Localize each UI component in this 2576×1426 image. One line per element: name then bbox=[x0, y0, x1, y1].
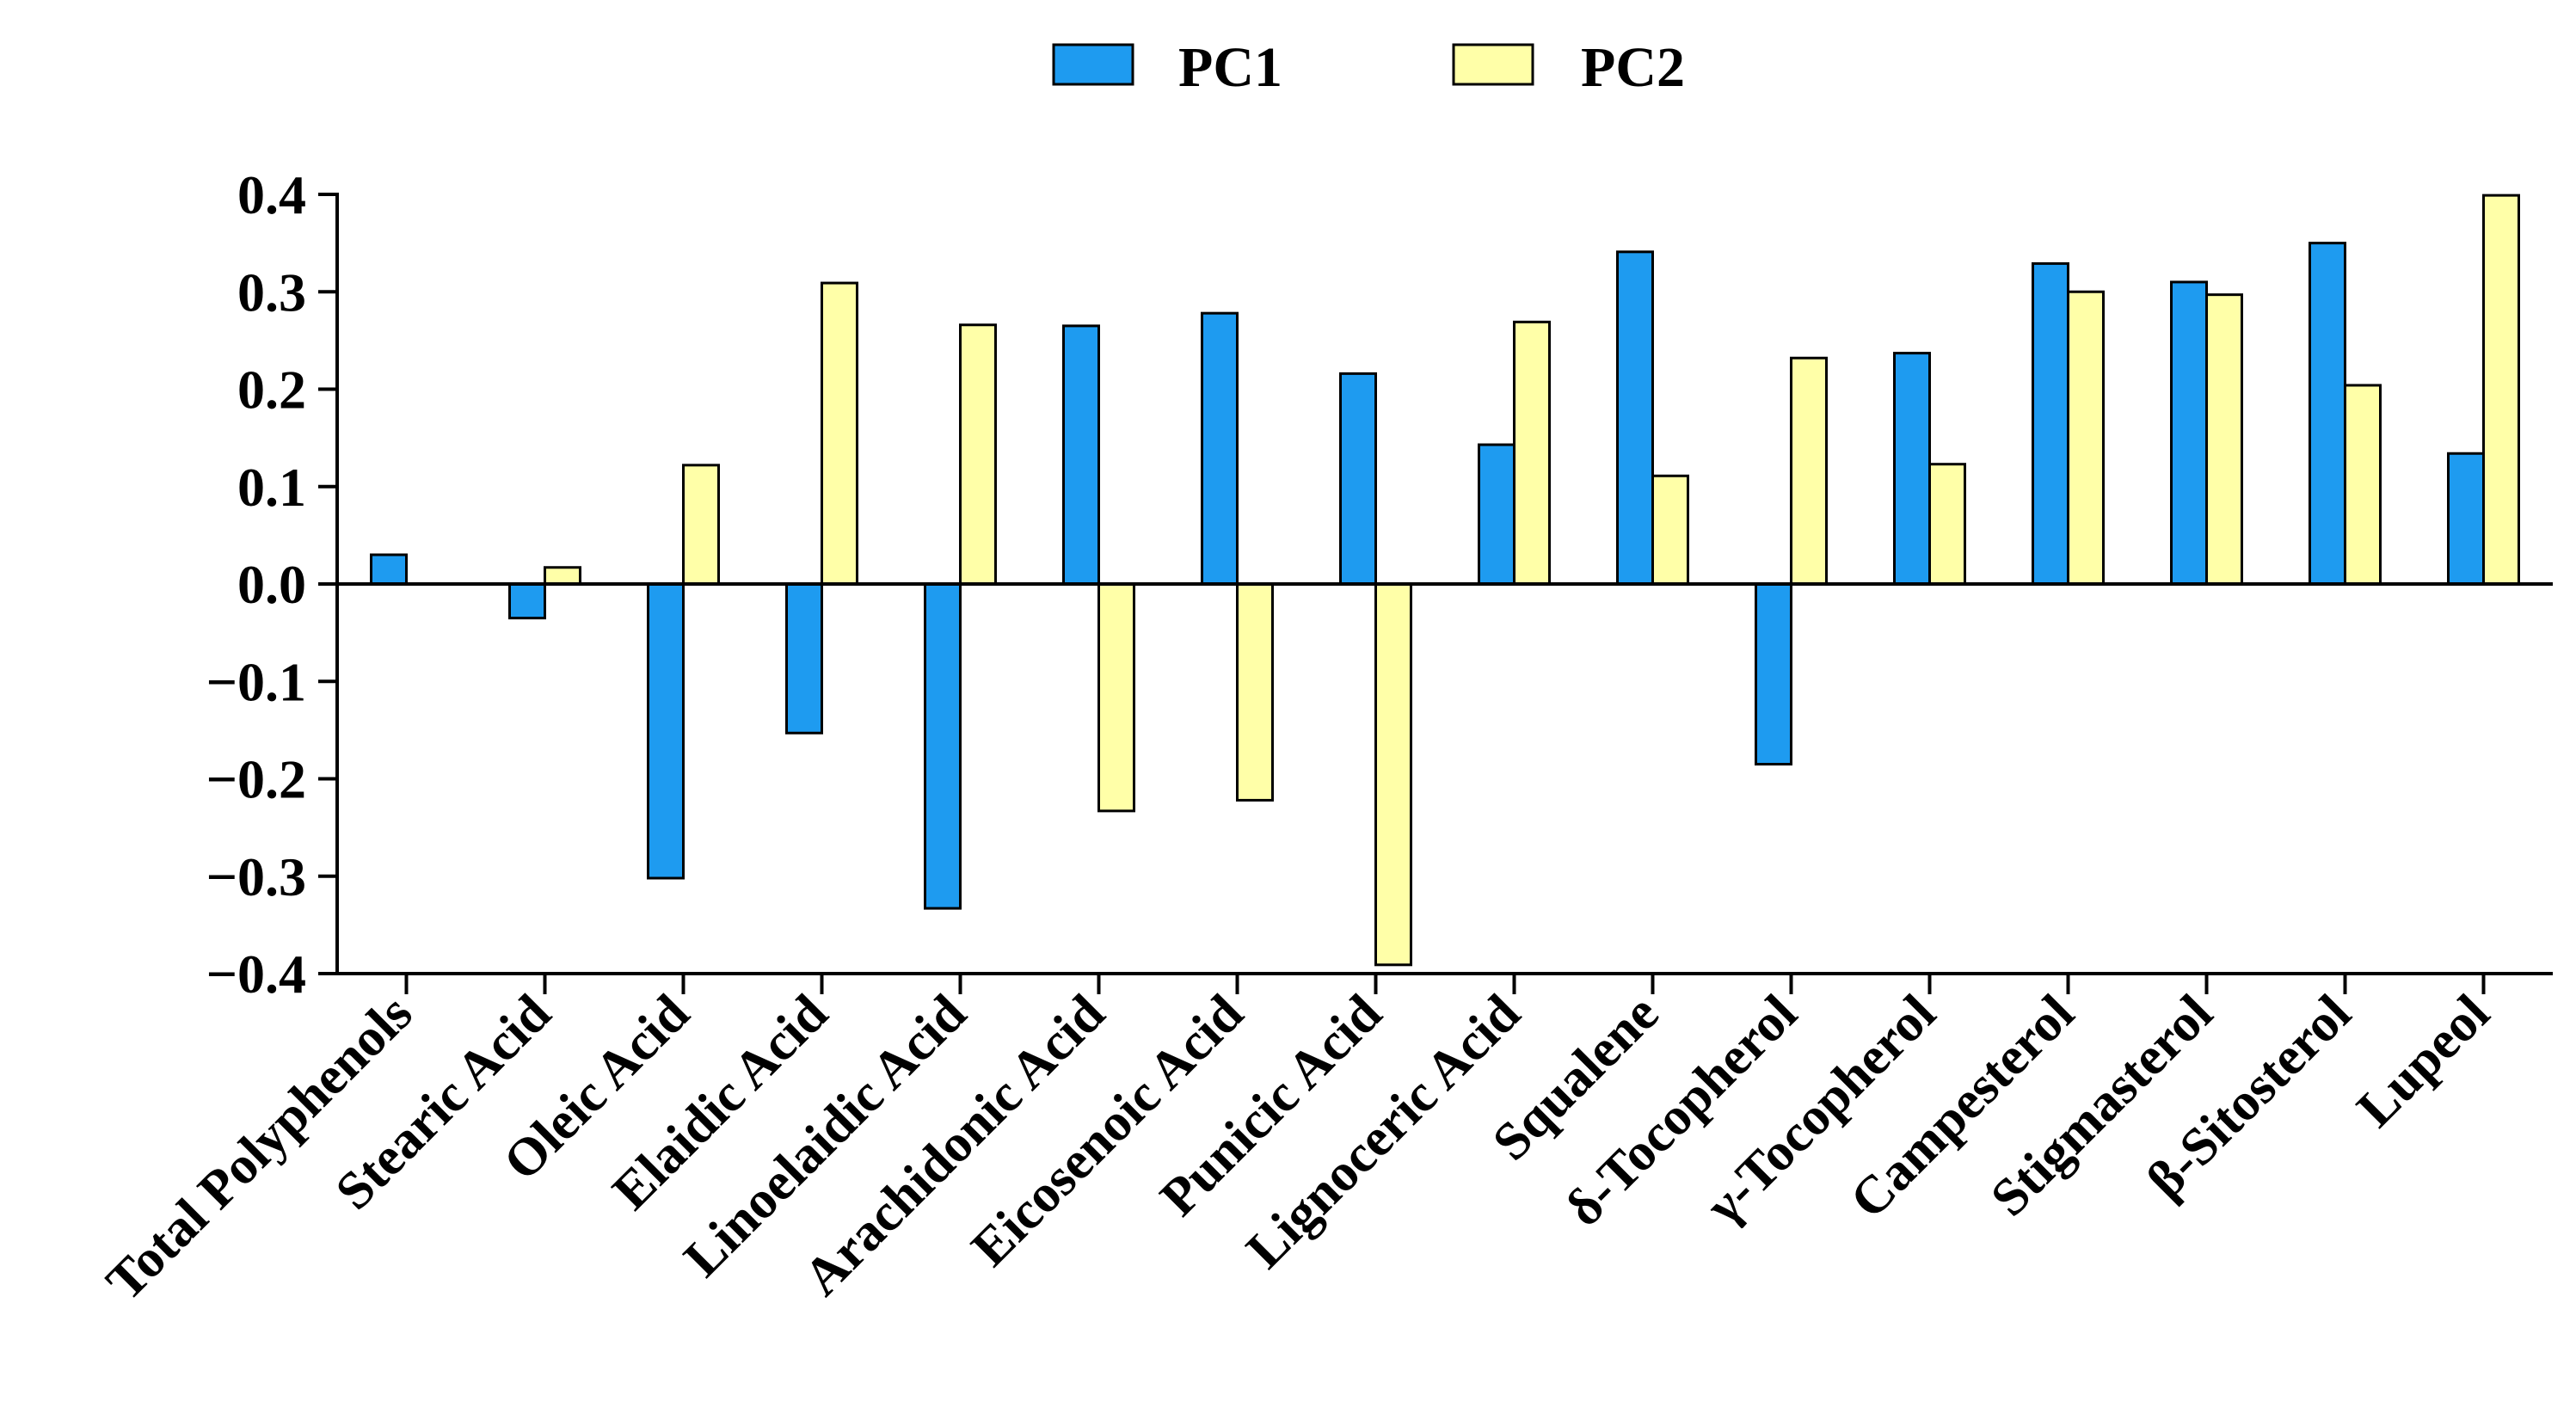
y-tick-label: 0.0 bbox=[237, 554, 306, 615]
bar-pc2-5 bbox=[1097, 582, 1135, 813]
bar-pc1-12 bbox=[2032, 261, 2069, 586]
bar-pc2-15 bbox=[2482, 194, 2520, 586]
bar-pc1-11 bbox=[1893, 352, 1931, 586]
bar-pc1-15 bbox=[2447, 452, 2485, 586]
bar-pc2-7 bbox=[1374, 582, 1412, 967]
bar-pc1-2 bbox=[647, 582, 685, 880]
bar-pc1-3 bbox=[785, 582, 823, 735]
y-tick-label: −0.4 bbox=[206, 943, 306, 1005]
y-tick-label: 0.4 bbox=[237, 164, 306, 225]
bar-pc2-2 bbox=[682, 464, 720, 586]
bar-pc1-13 bbox=[2170, 280, 2208, 586]
bars bbox=[370, 194, 2520, 967]
bar-pc2-13 bbox=[2205, 293, 2243, 586]
bar-pc1-0 bbox=[370, 553, 408, 586]
bar-pc1-9 bbox=[1616, 250, 1654, 586]
legend-label-pc2: PC2 bbox=[1581, 36, 1685, 99]
y-tick-label: 0.2 bbox=[237, 360, 306, 421]
bar-pc2-6 bbox=[1236, 582, 1274, 802]
y-axis: 0.4 0.3 0.2 0.1 0.0 −0.1 −0.2 −0.3 −0.4 bbox=[206, 164, 339, 1005]
bar-pc2-1 bbox=[544, 566, 581, 586]
bar-pc2-11 bbox=[1928, 463, 1966, 586]
legend-swatch-pc2 bbox=[1452, 43, 1534, 86]
bar-pc2-4 bbox=[959, 323, 997, 586]
bar-pc1-7 bbox=[1339, 372, 1377, 586]
bar-pc2-12 bbox=[2067, 290, 2105, 586]
bar-pc1-4 bbox=[924, 582, 962, 910]
bar-pc2-9 bbox=[1651, 474, 1689, 586]
bar-pc1-1 bbox=[508, 582, 546, 620]
bar-pc1-6 bbox=[1201, 311, 1239, 586]
bar-pc2-3 bbox=[821, 281, 858, 586]
bar-pc1-8 bbox=[1478, 443, 1515, 586]
y-tick-label: 0.1 bbox=[237, 457, 306, 518]
bar-pc1-10 bbox=[1755, 582, 1792, 766]
legend: PC1 PC2 bbox=[1052, 36, 1685, 99]
y-tick-label: 0.3 bbox=[237, 261, 306, 323]
bar-pc1-5 bbox=[1062, 324, 1100, 586]
bar-pc2-14 bbox=[2344, 384, 2382, 586]
bar-pc2-8 bbox=[1513, 320, 1551, 586]
legend-label-pc1: PC1 bbox=[1178, 36, 1282, 99]
x-tick-label: Lupeol bbox=[2346, 984, 2501, 1139]
bar-pc2-10 bbox=[1790, 356, 1828, 586]
y-tick-label: −0.3 bbox=[206, 846, 306, 907]
y-tick-label: −0.1 bbox=[206, 651, 306, 712]
y-tick-label: −0.2 bbox=[206, 749, 306, 810]
legend-swatch-pc1 bbox=[1052, 43, 1134, 86]
bar-pc1-14 bbox=[2309, 242, 2346, 586]
